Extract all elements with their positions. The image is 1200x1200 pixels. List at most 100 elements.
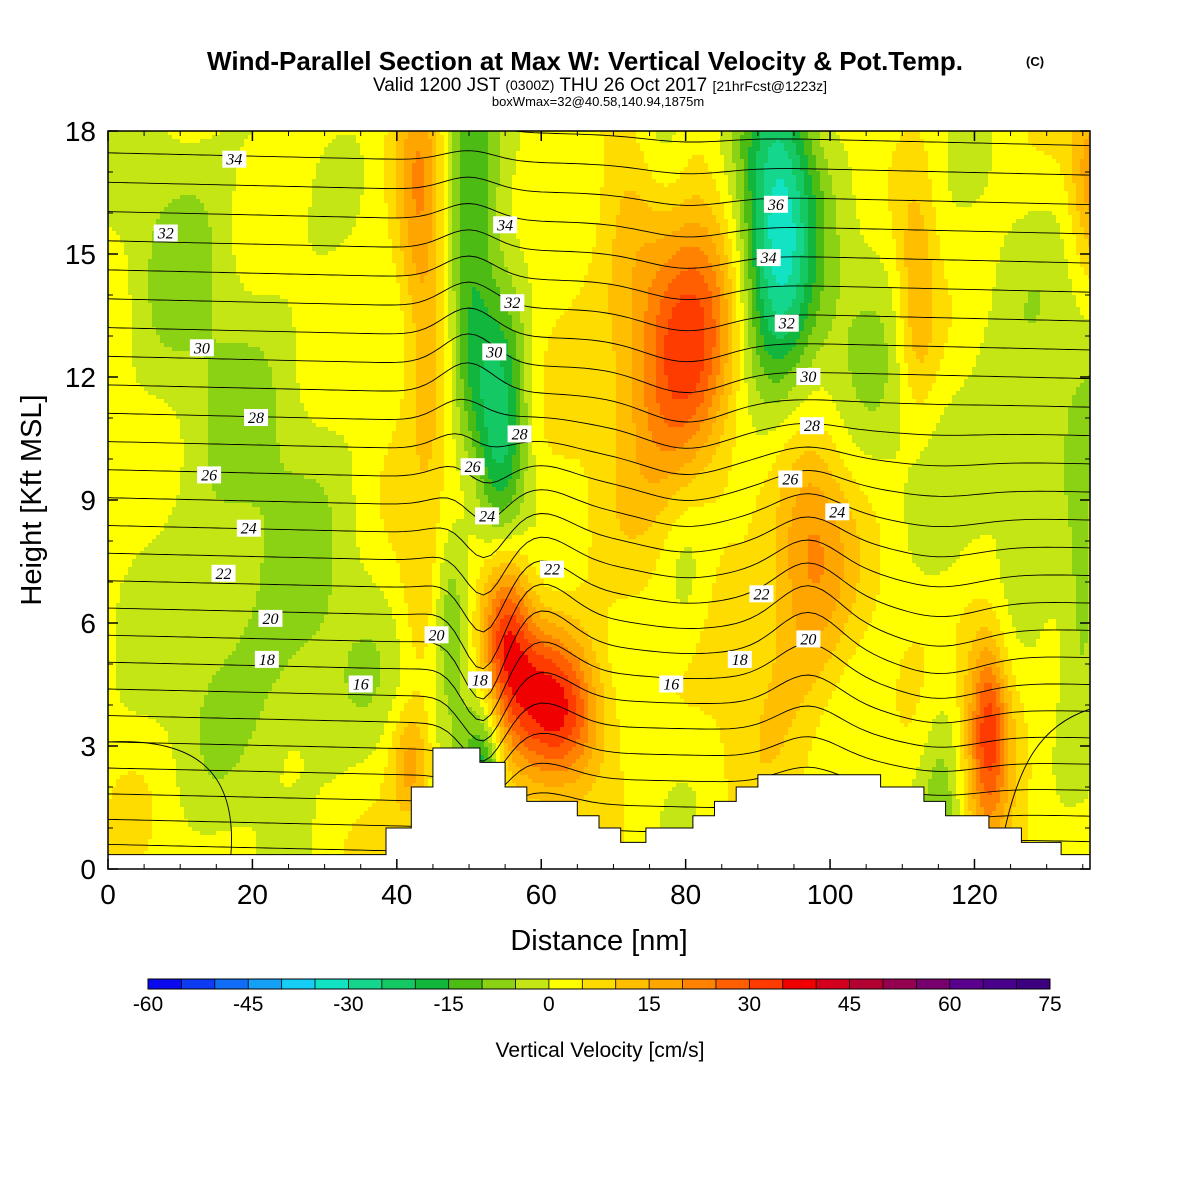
w-cell bbox=[496, 139, 501, 144]
w-cell bbox=[1064, 135, 1069, 140]
w-cell bbox=[624, 139, 629, 144]
w-cell bbox=[508, 143, 513, 148]
w-cell bbox=[628, 139, 633, 144]
w-cell bbox=[940, 135, 945, 140]
w-cell bbox=[312, 139, 317, 144]
w-cell bbox=[524, 139, 529, 144]
w-cell bbox=[380, 143, 385, 148]
w-cell bbox=[604, 139, 609, 144]
w-cell bbox=[404, 139, 409, 144]
w-cell bbox=[212, 143, 217, 148]
w-cell bbox=[124, 139, 129, 144]
w-cell bbox=[300, 139, 305, 144]
plot-area: 16 161818182020 2022 22222424 2426 26262828 28… bbox=[108, 34, 1093, 872]
w-cell bbox=[388, 139, 393, 144]
w-cell bbox=[1008, 139, 1013, 144]
w-cell bbox=[676, 143, 681, 148]
w-cell bbox=[472, 139, 477, 144]
w-cell bbox=[192, 139, 197, 144]
w-cell bbox=[504, 139, 509, 144]
copyright-mark: (C) bbox=[1026, 54, 1044, 69]
w-cell bbox=[416, 143, 421, 148]
w-cell bbox=[256, 135, 261, 140]
w-cell bbox=[1072, 139, 1077, 144]
w-cell bbox=[332, 139, 337, 144]
w-cell bbox=[440, 135, 445, 140]
w-cell bbox=[776, 139, 781, 144]
w-cell bbox=[284, 139, 289, 144]
w-cell bbox=[132, 143, 137, 148]
w-cell bbox=[760, 139, 765, 144]
w-cell bbox=[612, 139, 617, 144]
w-cell bbox=[196, 143, 201, 148]
w-cell bbox=[468, 139, 473, 144]
w-cell bbox=[392, 135, 397, 140]
w-cell bbox=[336, 143, 341, 148]
w-cell bbox=[588, 139, 593, 144]
w-cell bbox=[256, 139, 261, 144]
w-cell bbox=[660, 143, 665, 148]
w-cell bbox=[216, 143, 221, 148]
w-cell bbox=[772, 139, 777, 144]
w-cell bbox=[500, 135, 505, 140]
w-cell bbox=[520, 143, 525, 148]
w-cell bbox=[192, 135, 197, 140]
w-cell bbox=[632, 143, 637, 148]
chart-title: Wind-Parallel Section at Max W: Vertical… bbox=[207, 46, 963, 76]
w-cell bbox=[704, 143, 709, 148]
w-cell bbox=[448, 135, 453, 140]
w-cell bbox=[556, 135, 561, 140]
w-cell bbox=[204, 135, 209, 140]
w-cell bbox=[688, 139, 693, 144]
w-cell bbox=[1068, 135, 1073, 140]
w-cell bbox=[940, 139, 945, 144]
w-cell bbox=[456, 135, 461, 140]
w-cell bbox=[992, 135, 997, 140]
w-cell bbox=[528, 143, 533, 148]
w-cell bbox=[1076, 135, 1081, 140]
w-cell bbox=[324, 139, 329, 144]
w-cell bbox=[244, 135, 249, 140]
w-cell bbox=[136, 143, 141, 148]
w-cell bbox=[860, 135, 865, 140]
w-cell bbox=[232, 135, 237, 140]
w-cell bbox=[356, 139, 361, 144]
w-cell bbox=[924, 139, 929, 144]
w-cell bbox=[492, 135, 497, 140]
w-cell bbox=[568, 135, 573, 140]
w-cell bbox=[1040, 135, 1045, 140]
w-cell bbox=[536, 135, 541, 140]
w-cell bbox=[636, 143, 641, 148]
w-cell bbox=[164, 143, 169, 148]
w-cell bbox=[452, 143, 457, 148]
w-cell bbox=[444, 143, 449, 148]
w-cell bbox=[552, 135, 557, 140]
w-cell bbox=[172, 135, 177, 140]
w-cell bbox=[556, 143, 561, 148]
w-cell bbox=[700, 139, 705, 144]
w-cell bbox=[188, 135, 193, 140]
w-cell bbox=[752, 143, 757, 148]
w-cell bbox=[1040, 139, 1045, 144]
w-cell bbox=[532, 139, 537, 144]
w-cell bbox=[320, 139, 325, 144]
w-cell bbox=[700, 135, 705, 140]
w-cell bbox=[328, 135, 333, 140]
w-cell bbox=[728, 139, 733, 144]
w-cell bbox=[168, 143, 173, 148]
w-cell bbox=[384, 135, 389, 140]
w-cell bbox=[328, 139, 333, 144]
w-cell bbox=[852, 139, 857, 144]
w-cell bbox=[616, 135, 621, 140]
w-cell bbox=[556, 139, 561, 144]
w-cell bbox=[880, 135, 885, 140]
w-cell bbox=[304, 135, 309, 140]
w-cell bbox=[1056, 135, 1061, 140]
w-cell bbox=[944, 139, 949, 144]
w-cell bbox=[240, 139, 245, 144]
w-cell bbox=[292, 143, 297, 148]
w-cell bbox=[976, 135, 981, 140]
w-cell bbox=[420, 135, 425, 140]
w-cell bbox=[464, 143, 469, 148]
w-cell bbox=[1080, 139, 1085, 144]
